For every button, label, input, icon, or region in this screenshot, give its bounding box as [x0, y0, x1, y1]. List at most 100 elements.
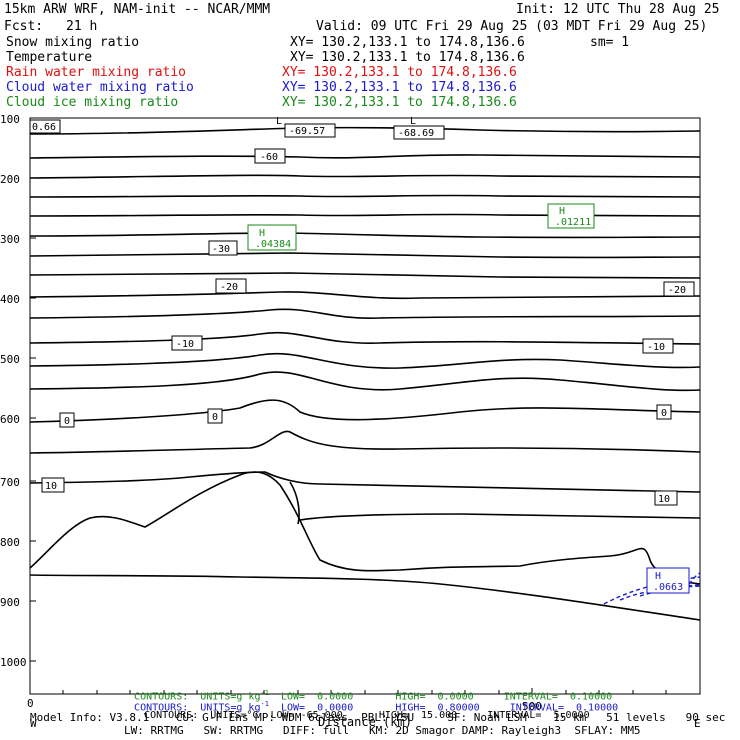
- init-time: Init: 12 UTC Thu 28 Aug 25: [516, 2, 720, 17]
- isotherm: [29, 308, 701, 319]
- contour-low: LOW= 0.0000: [280, 691, 354, 703]
- y-tick-500: 500: [0, 353, 20, 366]
- isotherm: [29, 371, 701, 392]
- y-tick-300: 300: [0, 233, 20, 246]
- contour-info-water: CONTOURS: UNITS=g kg-1 LOW= 0.0000 HIGH=…: [122, 688, 618, 713]
- field-xy-temp: XY= 130.2,133.1 to 174.8,136.6: [290, 50, 525, 65]
- field-name-cloudice: Cloud ice mixing ratio: [6, 95, 179, 110]
- isotherm: [29, 194, 701, 198]
- y-tick-800: 800: [0, 536, 20, 549]
- field-xy-rain: XY= 130.2,133.1 to 174.8,136.6: [282, 65, 517, 80]
- y-tick-100: 100: [0, 113, 20, 126]
- field-xy-cloudice: XY= 130.2,133.1 to 174.8,136.6: [282, 95, 517, 110]
- y-tick-1000: 1000: [0, 656, 27, 669]
- y-tick-600: 600: [0, 413, 20, 426]
- field-name-temp: Temperature: [6, 50, 93, 65]
- field-xy-snow: XY= 130.2,133.1 to 174.8,136.6: [290, 35, 525, 50]
- isotherm-lines: [29, 126, 701, 525]
- field-extra-snow: sm= 1: [590, 35, 630, 50]
- west-marker: W: [30, 717, 37, 730]
- temp-label: 0.66: [32, 122, 56, 133]
- isotherm: [29, 352, 701, 369]
- isotherm: [29, 174, 701, 179]
- contour-units-exp: -1: [260, 700, 269, 708]
- east-marker: E: [694, 717, 701, 730]
- contour-low: LOW= -65.000: [270, 710, 343, 721]
- contour-high: HIGH= 0.0000: [395, 691, 474, 703]
- temp-label: -20: [668, 285, 686, 296]
- minmax-letter: L: [410, 116, 416, 127]
- contour-low: LOW= 0.0000: [280, 702, 354, 714]
- isotherm: [29, 471, 701, 493]
- temp-label: 0: [64, 416, 70, 427]
- field-xy-cloudwater: XY= 130.2,133.1 to 174.8,136.6: [282, 80, 517, 95]
- isotherm: [299, 513, 701, 521]
- max-letter: H: [559, 206, 565, 217]
- isotherm: [29, 430, 701, 454]
- isotherm: [29, 331, 701, 345]
- contour-units: CONTOURS: UNITS=g kg: [134, 702, 261, 714]
- contour-units: CONTOURS: UNITS=°C: [144, 710, 259, 721]
- model-info-2: LW: RRTMG SW: RRTMG DIFF: full KM: 2D Sm…: [124, 724, 641, 737]
- field-name-cloudwater: Cloud water mixing ratio: [6, 80, 194, 95]
- temp-label: 0: [212, 412, 218, 423]
- model-info: Model Info: V3.8.1 CU: G-F Ens MP: WDM 6…: [30, 711, 726, 724]
- field-name-snow: Snow mixing ratio: [6, 35, 140, 50]
- isotherm: [29, 252, 701, 259]
- temp-label: 10: [658, 494, 670, 505]
- contour-info-ice: CONTOURS: UNITS=g kg-1 LOW= 0.0000 HIGH=…: [122, 677, 612, 702]
- isotherm: [29, 126, 701, 135]
- temp-label: -60: [260, 152, 278, 163]
- contour-units: CONTOURS: UNITS=g kg: [134, 691, 261, 703]
- max-labels: H .04384 H .01211 H .0663: [247, 203, 690, 594]
- max-value: .0663: [653, 582, 683, 593]
- y-tick-700: 700: [0, 476, 20, 489]
- isotherm: [29, 213, 701, 217]
- y-axis: 100 200 300 400 500 600 700 800 900 1000: [0, 113, 27, 669]
- x-axis-label: Distance (km): [318, 715, 412, 729]
- temp-label: -20: [220, 282, 238, 293]
- contour-units-exp: -1: [260, 689, 269, 697]
- x-tick-0: 0: [27, 697, 34, 710]
- field-name-rain: Rain water mixing ratio: [6, 65, 187, 80]
- temp-label: -30: [212, 244, 230, 255]
- temp-label: -10: [647, 342, 665, 353]
- x-tick-500: 500: [522, 700, 542, 713]
- fcst-label: Fcst:: [4, 19, 44, 34]
- contour-info-temp: CONTOURS: UNITS=°C LOW= -65.000 HIGH= 15…: [132, 699, 590, 721]
- y-tick-900: 900: [0, 596, 20, 609]
- y-tick-200: 200: [0, 173, 20, 186]
- contour-interval: INTERVAL= 5.0000: [487, 710, 590, 721]
- max-letter: H: [655, 571, 661, 582]
- isotherm: [29, 232, 701, 239]
- temp-label: 10: [45, 481, 57, 492]
- contour-high: HIGH= 15.000: [378, 710, 458, 721]
- contour-interval: INTERVAL= 0.10000: [509, 702, 619, 714]
- y-tick-400: 400: [0, 293, 20, 306]
- contour-high: HIGH= 0.80000: [395, 702, 480, 714]
- minmax-letter: L: [276, 116, 282, 127]
- x-ticks: [29, 688, 667, 694]
- terrain-line: [29, 471, 701, 585]
- valid-time: Valid: 09 UTC Fri 29 Aug 25 (03 MDT Fri …: [316, 19, 708, 34]
- max-value: .04384: [255, 239, 291, 250]
- isotherm: [29, 399, 701, 423]
- max-letter: H: [259, 228, 265, 239]
- max-value: .01211: [555, 217, 591, 228]
- plot-frame: [29, 117, 701, 695]
- temperature-labels: 0.66 L -69.57 L -68.69 -60 -30 -20 -20 -…: [29, 116, 695, 506]
- contour-interval: INTERVAL= 0.10000: [503, 691, 613, 703]
- isotherm: [29, 291, 701, 300]
- isotherm: [29, 272, 701, 279]
- fcst-value: 21 h: [66, 19, 98, 34]
- temp-label: 0: [661, 408, 667, 419]
- model-title: 15km ARW WRF, NAM-init -- NCAR/MMM: [4, 2, 271, 17]
- temp-label: -10: [176, 339, 194, 350]
- y-ticks: [30, 177, 36, 662]
- temp-label: -69.57: [289, 126, 325, 137]
- lower-isotherm: [29, 574, 701, 621]
- temp-label: -68.69: [398, 128, 434, 139]
- isotherm: [289, 481, 300, 525]
- isotherm: [29, 154, 701, 159]
